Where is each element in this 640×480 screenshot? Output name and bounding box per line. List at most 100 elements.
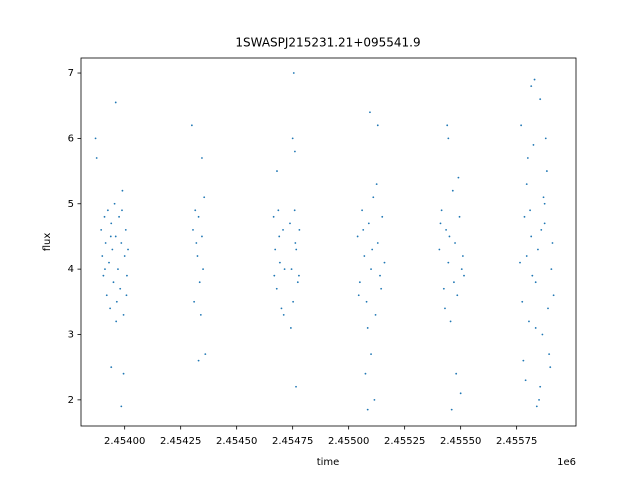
point <box>193 300 196 303</box>
axes-frame <box>80 57 577 427</box>
point <box>446 124 449 127</box>
point <box>460 268 463 271</box>
point <box>274 248 277 251</box>
point <box>190 124 193 127</box>
point <box>381 215 384 218</box>
point <box>280 307 283 310</box>
point <box>296 281 299 284</box>
point <box>525 255 528 257</box>
point <box>282 313 285 316</box>
point <box>534 327 537 329</box>
point <box>298 229 301 231</box>
point <box>112 281 115 284</box>
point <box>380 287 383 290</box>
point <box>526 157 529 159</box>
point <box>543 202 546 205</box>
point <box>298 274 300 277</box>
point <box>373 398 376 401</box>
point <box>204 353 207 355</box>
point <box>109 235 112 238</box>
point <box>100 229 103 231</box>
point <box>543 222 546 225</box>
point <box>367 222 370 225</box>
point <box>370 353 372 355</box>
point <box>539 98 542 101</box>
x-tick-label: 2.45450 <box>216 436 257 447</box>
point <box>113 202 116 205</box>
point <box>549 366 552 369</box>
point <box>295 385 297 388</box>
y-tick-label: 4 <box>68 264 74 275</box>
point <box>104 242 107 244</box>
point <box>275 287 278 290</box>
point <box>461 255 464 257</box>
y-tick-label: 7 <box>68 68 74 79</box>
point <box>449 320 452 323</box>
point <box>524 379 527 382</box>
point <box>114 101 117 104</box>
point <box>455 372 458 375</box>
point <box>124 229 127 231</box>
point <box>533 78 536 81</box>
x-tick-label: 2.45500 <box>328 436 369 447</box>
point <box>459 392 462 395</box>
point <box>379 274 381 277</box>
point <box>278 261 281 264</box>
point <box>438 248 441 251</box>
point <box>447 137 450 140</box>
point <box>127 248 129 251</box>
point <box>95 157 98 159</box>
point <box>289 222 291 225</box>
point <box>291 137 294 140</box>
point <box>201 157 203 159</box>
point <box>545 170 548 172</box>
point <box>463 274 465 277</box>
point <box>453 281 455 284</box>
point <box>523 215 526 218</box>
point <box>122 372 125 375</box>
point <box>108 261 110 264</box>
point <box>521 300 524 303</box>
y-tick-label: 3 <box>68 329 74 340</box>
point <box>197 215 200 218</box>
point <box>117 268 119 271</box>
point <box>106 209 109 212</box>
point <box>370 268 372 271</box>
x-tick-label: 2.45550 <box>440 436 481 447</box>
point <box>376 124 379 127</box>
point <box>119 287 122 290</box>
point <box>293 209 296 212</box>
point <box>457 176 460 179</box>
chart-title: 1SWASPJ215231.21+095541.9 <box>235 36 420 50</box>
point <box>294 150 296 153</box>
point <box>192 229 194 231</box>
point <box>366 327 369 329</box>
point <box>196 255 199 257</box>
y-axis-label: flux <box>42 233 53 252</box>
point <box>276 170 278 172</box>
point <box>114 235 117 238</box>
point <box>357 294 360 297</box>
point <box>444 307 446 310</box>
point <box>121 189 124 192</box>
point <box>282 229 284 231</box>
x-tick-label: 2.45575 <box>496 436 537 447</box>
point <box>197 359 200 362</box>
point <box>366 408 369 411</box>
point <box>122 313 125 316</box>
point <box>203 196 206 199</box>
y-tick-label: 5 <box>68 199 74 210</box>
point <box>283 268 286 271</box>
point <box>520 124 523 127</box>
point <box>110 366 113 369</box>
point <box>458 215 461 218</box>
point <box>361 209 363 212</box>
x-tick-label: 2.45525 <box>384 436 425 447</box>
point <box>102 274 105 277</box>
point <box>375 183 378 186</box>
point <box>105 294 108 297</box>
y-tick-label: 6 <box>68 133 74 144</box>
point <box>278 235 281 238</box>
point <box>445 229 447 231</box>
